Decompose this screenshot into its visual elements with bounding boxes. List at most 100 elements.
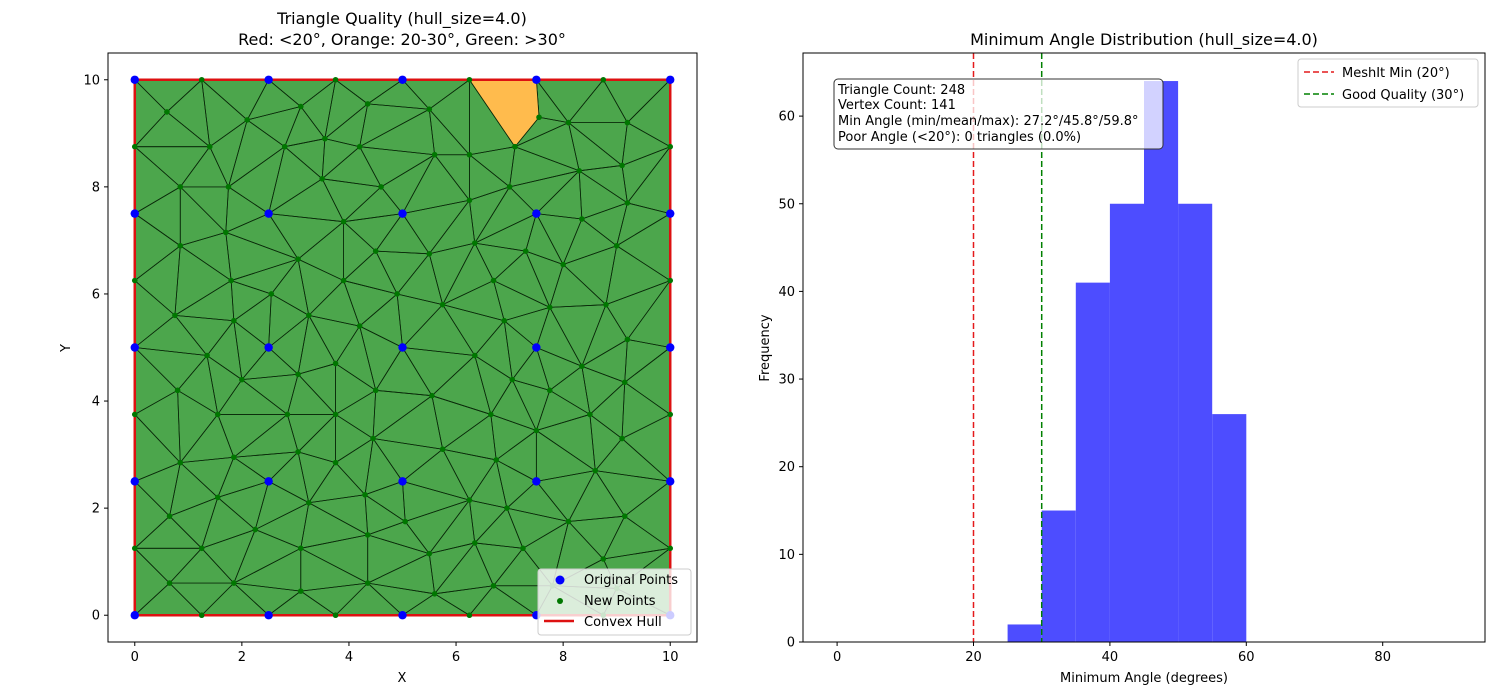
new-point	[565, 518, 572, 525]
y-tick-label: 50	[778, 197, 795, 212]
new-point	[579, 216, 585, 222]
new-point	[667, 277, 674, 284]
x-tick-label: 0	[131, 650, 139, 665]
mesh-triangle-edge	[589, 414, 623, 472]
y-tick-label: 0	[787, 636, 795, 651]
new-point	[579, 363, 585, 370]
new-point	[600, 556, 607, 562]
original-point	[666, 477, 675, 486]
mesh-triangle-edge	[233, 582, 302, 616]
original-point	[130, 209, 139, 218]
histogram-bar	[1144, 81, 1179, 643]
y-tick-label: 2	[92, 502, 100, 517]
new-point	[394, 291, 400, 297]
new-point	[204, 352, 210, 359]
new-point	[624, 200, 631, 206]
right-legend: MeshIt Min (20°) Good Quality (30°)	[1297, 58, 1479, 108]
new-point	[621, 379, 628, 386]
new-point	[490, 277, 497, 284]
triangle-quality-chart: Triangle Quality (hull_size=4.0) Red: <2…	[59, 9, 698, 686]
y-tick-label: 10	[83, 73, 100, 88]
new-point	[166, 513, 173, 519]
new-points-series	[131, 76, 674, 619]
new-point	[536, 114, 542, 121]
mesh-triangle-edge	[228, 119, 286, 188]
new-point	[426, 106, 433, 113]
original-point	[532, 477, 541, 486]
new-point	[429, 392, 435, 399]
new-point	[231, 317, 237, 324]
min-angle-histogram: Minimum Angle Distribution (hull_size=4.…	[758, 30, 1486, 686]
new-point	[471, 540, 478, 546]
new-point	[172, 312, 178, 319]
new-point	[244, 117, 251, 123]
left-chart-subtitle: Red: <20°, Orange: 20-30°, Green: >30°	[238, 30, 566, 49]
new-point	[297, 545, 304, 552]
mesh-triangle-edge	[300, 582, 369, 616]
new-point	[332, 612, 339, 619]
new-point	[164, 109, 170, 115]
new-point	[340, 277, 347, 284]
new-point	[587, 411, 593, 418]
x-tick-label: 6	[452, 650, 460, 665]
new-point	[295, 256, 301, 262]
new-point	[431, 151, 438, 158]
mesh-triangle-edge	[434, 585, 494, 616]
new-point	[667, 545, 674, 552]
new-point	[239, 376, 245, 383]
histogram-bar	[1007, 624, 1042, 642]
new-point	[471, 352, 478, 359]
right-x-axis: 0 20 40 60 80	[833, 642, 1391, 665]
legend-original-points-label: Original Points	[584, 573, 678, 588]
new-point	[592, 467, 599, 474]
left-plot-border	[107, 52, 698, 643]
y-tick-label: 0	[92, 609, 100, 624]
x-tick-label: 10	[662, 650, 679, 665]
new-point	[471, 240, 478, 246]
x-tick-label: 60	[1238, 650, 1255, 665]
new-point	[378, 184, 384, 190]
left-y-axis: 0 2 4 6 8 10	[83, 73, 108, 624]
new-point	[319, 176, 325, 182]
new-point	[560, 261, 566, 268]
original-point	[398, 343, 407, 352]
original-point	[398, 75, 407, 84]
new-point	[356, 323, 363, 329]
new-point	[214, 494, 221, 501]
original-point	[532, 75, 541, 84]
y-tick-label: 60	[778, 110, 795, 125]
original-point	[130, 477, 139, 486]
left-chart-title: Triangle Quality (hull_size=4.0)	[276, 9, 527, 29]
new-point	[231, 454, 237, 461]
new-point	[426, 550, 433, 557]
new-point	[509, 376, 516, 383]
new-point	[600, 76, 607, 83]
new-point	[305, 312, 312, 319]
new-point	[466, 76, 473, 83]
new-point	[362, 491, 368, 498]
new-point	[565, 119, 572, 126]
stats-box: Triangle Count: 248 Vertex Count: 141 Mi…	[833, 78, 1164, 150]
new-point	[364, 532, 371, 538]
new-point	[466, 197, 473, 204]
right-plot-border	[802, 52, 1486, 643]
new-point	[512, 143, 518, 150]
histogram-bar	[1178, 203, 1213, 642]
new-point	[546, 304, 553, 311]
new-point	[506, 184, 513, 190]
new-point	[624, 336, 631, 343]
y-tick-label: 8	[92, 180, 100, 195]
new-point	[305, 499, 312, 506]
new-point	[619, 162, 625, 169]
original-point	[532, 343, 541, 352]
new-point	[174, 387, 181, 394]
original-point	[398, 611, 407, 620]
original-point	[666, 75, 675, 84]
new-point	[490, 582, 497, 589]
new-point	[177, 242, 184, 249]
new-point	[603, 301, 609, 308]
new-point	[297, 588, 304, 594]
new-point	[667, 143, 674, 150]
x-tick-label: 40	[1102, 650, 1119, 665]
